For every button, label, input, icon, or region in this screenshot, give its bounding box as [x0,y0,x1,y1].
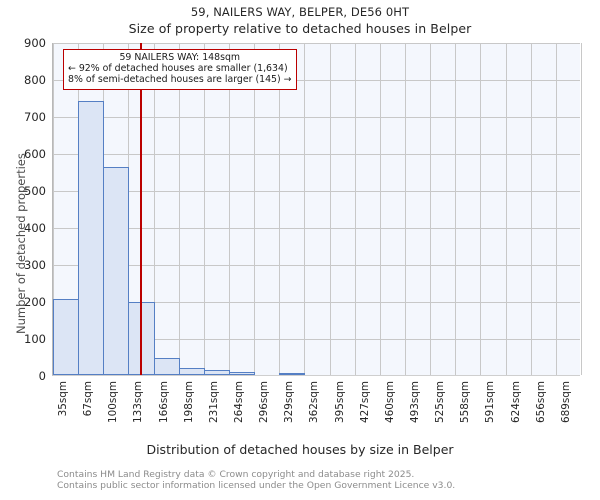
y-tick-label: 800 [24,73,46,87]
histogram-bar [279,373,305,375]
gridline-vertical [254,43,255,375]
plot-area [52,43,582,376]
gridline-vertical [154,43,155,375]
footer-line-2: Contains public sector information licen… [57,479,456,491]
gridline-vertical [355,43,356,375]
x-tick-label: 689sqm [559,381,572,423]
x-tick-label: 624sqm [509,381,522,423]
footer-line-1: Contains HM Land Registry data © Crown c… [57,469,415,480]
y-tick-label: 100 [24,332,46,346]
gridline-horizontal [53,228,580,229]
y-tick-label: 300 [24,258,46,272]
x-tick-label: 166sqm [157,381,170,423]
gridline-vertical [229,43,230,375]
x-tick-label: 329sqm [283,381,296,423]
gridline-vertical [506,43,507,375]
x-axis-title: Distribution of detached houses by size … [146,442,454,457]
gridline-horizontal [53,191,580,192]
x-tick-label: 296sqm [258,381,271,423]
gridline-vertical [179,43,180,375]
gridline-vertical [581,43,582,375]
x-tick-label: 362sqm [308,381,321,423]
page-title: 59, NAILERS WAY, BELPER, DE56 0HT [190,5,410,19]
gridline-vertical [480,43,481,375]
gridline-horizontal [53,302,580,303]
x-tick-label: 35sqm [57,381,69,417]
chart-title-block: 59, NAILERS WAY, BELPER, DE56 0HT Size o… [0,4,600,38]
x-tick-label: 558sqm [459,381,472,423]
gridline-horizontal [53,154,580,155]
x-tick-label: 427sqm [358,381,371,423]
x-tick-label: 198sqm [182,381,195,423]
x-tick-label: 231sqm [207,381,220,423]
gridline-vertical [380,43,381,375]
histogram-bar [103,166,129,375]
gridline-horizontal [53,339,580,340]
chart-subtitle: Size of property relative to detached ho… [128,21,472,36]
x-tick-label: 525sqm [434,381,447,423]
x-tick-label: 395sqm [333,381,346,423]
histogram-bar [179,368,205,375]
gridline-vertical [405,43,406,375]
gridline-horizontal [53,43,580,44]
gridline-vertical [279,43,280,375]
x-tick-label: 591sqm [484,381,497,423]
gridline-vertical [330,43,331,375]
annotation-heading: 59 NAILERS WAY: 148sqm [119,52,241,63]
y-tick-label: 600 [24,147,46,161]
annotation-larger-line: 8% of semi-detached houses are larger (1… [68,74,292,86]
histogram-bar [229,372,255,375]
histogram-bar [204,370,230,375]
y-tick-label: 900 [24,36,46,50]
gridline-horizontal [53,80,580,81]
gridline-vertical [53,43,54,375]
x-tick-label: 67sqm [82,381,95,417]
x-tick-label: 493sqm [409,381,421,423]
attribution-footer: Contains HM Land Registry data © Crown c… [57,469,456,491]
histogram-bar [154,358,180,375]
gridline-vertical [531,43,532,375]
x-tick-label: 264sqm [233,381,245,423]
property-size-marker-line [139,43,142,375]
x-tick-label: 133sqm [132,381,145,423]
property-annotation-box: 59 NAILERS WAY: 148sqm ← 92% of detached… [63,49,297,90]
x-tick-label: 656sqm [534,381,547,423]
plot-inner [53,43,582,375]
y-tick-label: 500 [24,184,46,198]
x-tick-label: 100sqm [107,381,120,423]
y-tick-label: 0 [38,369,46,383]
y-tick-label: 700 [24,110,46,124]
gridline-vertical [304,43,305,375]
gridline-vertical [556,43,557,375]
histogram-bar [78,101,104,375]
gridline-vertical [455,43,456,375]
annotation-smaller-line: ← 92% of detached houses are smaller (1,… [68,63,288,75]
x-tick-label: 460sqm [383,381,396,423]
gridline-vertical [430,43,431,375]
gridline-horizontal [53,117,580,118]
gridline-vertical [204,43,205,375]
y-tick-label: 200 [24,295,46,309]
histogram-bar [53,299,79,375]
gridline-horizontal [53,265,580,266]
y-tick-label: 400 [24,221,46,235]
